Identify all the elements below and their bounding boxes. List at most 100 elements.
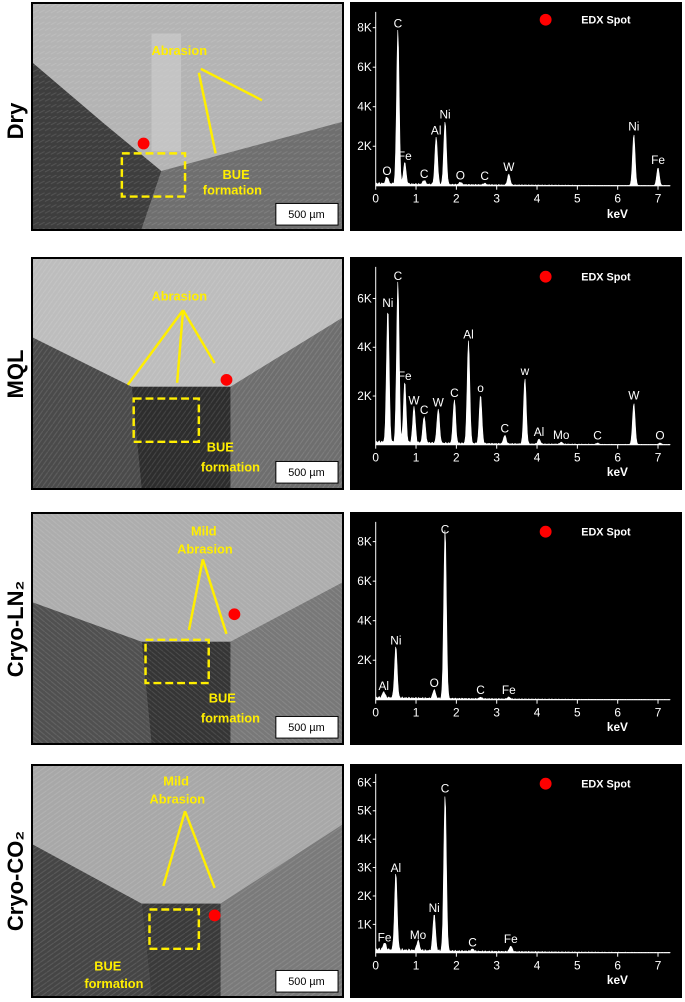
peak-label: O (456, 168, 465, 182)
peak-label: Fe (502, 683, 516, 697)
y-tick-label: 8K (357, 21, 372, 35)
peak-label: Ni (390, 633, 401, 647)
x-tick-label: 5 (574, 450, 581, 464)
peak-label: C (476, 683, 485, 697)
condition-text: Dry (3, 102, 28, 139)
x-tick-label: 4 (534, 958, 541, 972)
peak-label: C (420, 167, 429, 181)
x-tick-label: 5 (574, 705, 581, 719)
legend-label: EDX Spot (581, 272, 631, 284)
peak-label: C (480, 169, 489, 183)
peak-label: Fe (378, 931, 392, 945)
peak-label: Ni (429, 901, 440, 915)
peak-label: Ni (628, 119, 639, 133)
x-tick-label: 3 (493, 705, 500, 719)
y-tick-label: 3K (357, 861, 372, 875)
y-tick-label: 4K (357, 100, 372, 114)
bue-box (144, 638, 210, 685)
annotation-formation: formation (203, 183, 262, 198)
x-tick-label: 6 (614, 192, 621, 206)
annotation-abrasion: Abrasion (151, 43, 207, 58)
peak-label: Mo (410, 928, 427, 942)
peak-label: O (382, 164, 391, 178)
y-tick-label: 4K (357, 832, 372, 846)
peak-label: W (628, 388, 640, 402)
peak-label: Fe (504, 932, 518, 946)
y-tick-label: 2K (357, 139, 372, 153)
x-tick-label: 1 (413, 192, 420, 206)
axes: 0 1 2 3 4 5 6 7 2K 4K 6K 8K (357, 11, 671, 206)
annotation-abrasion: Abrasion (177, 541, 233, 556)
peak-label: C (450, 386, 459, 400)
y-tick-label: 6K (357, 292, 372, 306)
legend-label: EDX Spot (581, 779, 631, 791)
x-tick-label: 2 (453, 958, 460, 972)
x-tick-label: 5 (574, 958, 581, 972)
peak-label: Ni (382, 296, 393, 310)
annotation-bue: BUE (223, 167, 251, 182)
peak-label: O (655, 428, 664, 442)
sem-image: Abrasion BUE formation 500 µm (31, 257, 344, 490)
peak-label: C (441, 782, 450, 796)
y-tick-label: 4K (357, 614, 372, 628)
row-mql: MQL Abrasion BUE formation 500 µm (0, 253, 685, 496)
peak-label: C (593, 429, 602, 443)
axis-lines (375, 773, 671, 954)
scale-bar-label: 500 µm (288, 209, 324, 221)
scale-bar-label: 500 µm (288, 722, 324, 734)
peak-label: Fe (651, 153, 665, 167)
peak-label: O (430, 676, 439, 690)
x-tick-label: 4 (534, 192, 541, 206)
x-axis-unit: keV (607, 720, 628, 734)
condition-label: MQL (0, 253, 30, 496)
peak-label: Al (463, 328, 474, 342)
x-tick-label: 6 (614, 705, 621, 719)
y-tick-label: 6K (357, 60, 372, 74)
peak-label: o (477, 381, 484, 395)
y-tick-label: 5K (357, 804, 372, 818)
edx-spot-marker (220, 373, 233, 386)
peak-label: Al (534, 425, 545, 439)
x-tick-label: 1 (413, 958, 420, 972)
peak-label: C (441, 523, 450, 537)
edx-spot-marker (208, 909, 221, 922)
peak-label: Fe (398, 369, 412, 383)
peak-label: W (408, 393, 420, 407)
peak-label: C (394, 269, 403, 283)
annotation-bue: BUE (207, 440, 235, 455)
annotation-formation: formation (201, 710, 260, 725)
x-tick-label: 2 (453, 192, 460, 206)
edx-spot-marker (228, 608, 241, 621)
scale-bar (275, 460, 339, 484)
legend-label: EDX Spot (581, 15, 631, 27)
legend-dot (539, 270, 552, 283)
annotation-mild: Mild (163, 774, 189, 789)
condition-text: Cryo-CO₂ (3, 831, 28, 931)
scale-bar-label: 500 µm (288, 467, 324, 479)
annotation-abrasion: Abrasion (151, 288, 207, 303)
x-tick-label: 2 (453, 705, 460, 719)
peak-label: w (520, 364, 530, 378)
x-tick-label: 5 (574, 192, 581, 206)
condition-text: MQL (3, 350, 28, 399)
peak-label: C (500, 421, 509, 435)
x-tick-label: 7 (655, 705, 662, 719)
edx-spectrum: EDX Spot keV 0 1 2 3 4 5 6 7 2K 4K 6K 8K O C Fe C Al Ni O C… (350, 2, 682, 231)
condition-label: Dry (0, 0, 30, 243)
condition-label: Cryo-CO₂ (0, 760, 30, 1002)
peak-label: Fe (398, 149, 412, 163)
x-tick-label: 7 (655, 958, 662, 972)
condition-label: Cryo-LN₂ (0, 508, 30, 751)
row-cryo-co2: Cryo-CO₂ Mild Abrasion BUE formation 500… (0, 760, 685, 1002)
y-tick-label: 8K (357, 535, 372, 549)
y-tick-label: 6K (357, 775, 372, 789)
sem-image: Mild Abrasion BUE formation 500 µm (31, 512, 344, 745)
x-tick-label: 0 (372, 958, 379, 972)
annotation-mild: Mild (191, 524, 217, 539)
x-tick-label: 0 (372, 192, 379, 206)
axes: 0 1 2 3 4 5 6 7 2K 4K 6K (357, 266, 671, 464)
x-tick-label: 6 (614, 958, 621, 972)
x-tick-label: 4 (534, 450, 541, 464)
peak-label: W (503, 160, 515, 174)
x-tick-label: 3 (493, 450, 500, 464)
